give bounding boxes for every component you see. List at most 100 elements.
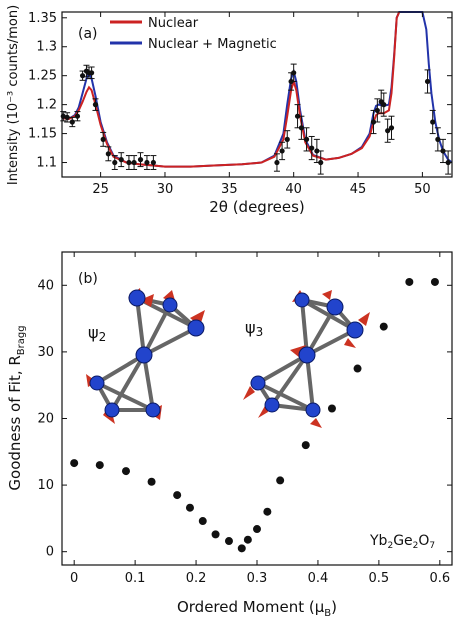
data-point [89, 70, 95, 76]
y-tick-label: 10 [37, 478, 54, 493]
data-point [424, 78, 431, 85]
data-point [274, 159, 280, 166]
panel-b-x-axis-label: Ordered Moment (μB) [177, 598, 337, 619]
data-point [430, 119, 436, 125]
data-point [211, 530, 220, 539]
data-point [291, 70, 297, 76]
panel-a-y-ticks: 1.1 1.15 1.2 1.25 1.3 1.35 [28, 11, 452, 171]
legend-magnetic-label: Nuclear + Magnetic [148, 37, 277, 52]
data-point [430, 277, 439, 286]
data-point [370, 119, 377, 125]
data-point [263, 507, 272, 516]
data-point [144, 159, 150, 166]
panel-a-points [60, 63, 452, 175]
data-point [353, 364, 362, 373]
data-point [137, 157, 144, 163]
panel-a-legend: Nuclear Nuclear + Magnetic [110, 16, 277, 52]
data-point [381, 102, 387, 108]
psi2-label: ψ2 [88, 323, 106, 344]
panel-b-y-axis-label: Goodness of Fit, RBragg [6, 325, 27, 490]
data-point [309, 145, 315, 151]
panel-b-x-ticks: 0 0.1 0.2 0.3 0.4 0.5 0.6 [70, 252, 450, 586]
y-tick-label: 1.25 [28, 69, 57, 84]
data-point [279, 148, 285, 154]
data-point [150, 159, 156, 166]
x-tick-label: 0.3 [247, 571, 268, 586]
data-point [198, 517, 207, 526]
y-tick-label: 1.1 [36, 156, 57, 171]
data-point [112, 159, 118, 166]
data-point [385, 128, 391, 134]
data-point [298, 125, 305, 131]
panel-a-label: (a) [78, 26, 98, 42]
data-point [92, 102, 99, 108]
y-tick-label: 20 [37, 411, 54, 426]
data-point [147, 477, 156, 486]
x-tick-label: 0.2 [186, 571, 207, 586]
data-point [253, 525, 261, 534]
data-point [405, 277, 414, 286]
psi3-structure-illustration: ψ3 [243, 290, 370, 428]
x-tick-label: 0 [70, 571, 78, 586]
x-tick-label: 0.4 [308, 571, 329, 586]
data-point [185, 503, 194, 512]
data-point [388, 125, 395, 131]
panel-b-y-ticks: 0 10 20 30 40 [37, 278, 452, 560]
y-tick-label: 1.2 [36, 98, 57, 113]
data-point [69, 119, 75, 125]
panel-a-x-axis-label: 2θ (degrees) [209, 198, 305, 216]
psi3-label: ψ3 [245, 318, 263, 339]
data-point [327, 404, 336, 413]
data-point [440, 148, 446, 154]
x-tick-label: 0.5 [369, 571, 390, 586]
panel-a: (a) 25 30 35 40 45 50 1.1 1.15 1.2 1.25 1.3 1.35 N… [6, 5, 453, 216]
data-point [301, 441, 310, 450]
y-tick-label: 1.15 [28, 127, 57, 142]
data-point [131, 159, 137, 166]
series-line-nuclear-magnetic [61, 11, 453, 168]
data-point [435, 136, 441, 142]
panel-a-x-ticks: 25 30 35 40 45 50 [92, 12, 431, 197]
legend-nuclear-label: Nuclear [148, 16, 199, 31]
data-point [118, 157, 124, 163]
data-point [126, 159, 132, 166]
data-point [276, 476, 285, 485]
data-point [74, 113, 81, 119]
panel-b-label: (b) [78, 271, 98, 287]
y-tick-label: 0 [46, 545, 54, 560]
data-point [237, 544, 246, 553]
x-tick-label: 30 [157, 182, 174, 197]
panel-a-y-axis-label: Intensity (10⁻³ counts/mon) [6, 5, 21, 185]
data-point [294, 113, 301, 119]
data-point [374, 107, 380, 114]
data-point [121, 467, 130, 476]
y-tick-label: 1.35 [28, 11, 57, 26]
data-point [284, 136, 290, 142]
data-point [173, 491, 182, 500]
data-point [100, 136, 106, 142]
y-tick-label: 40 [37, 278, 54, 293]
data-point [70, 459, 79, 468]
x-tick-label: 25 [92, 182, 109, 197]
x-tick-label: 35 [221, 182, 238, 197]
data-point [79, 73, 86, 79]
x-tick-label: 50 [414, 182, 431, 197]
panel-b-points [70, 277, 439, 553]
x-tick-label: 0.1 [125, 571, 146, 586]
panel-a-curves [61, 11, 453, 168]
panel-a-frame [61, 11, 453, 178]
data-point [314, 148, 320, 154]
data-point [379, 322, 388, 331]
psi2-structure-illustration: ψ2 [86, 288, 205, 424]
y-tick-label: 1.3 [36, 40, 57, 55]
panel-b: (b) 0 0.1 0.2 0.3 0.4 0.5 0.6 0 10 20 30 40 [6, 251, 453, 619]
data-point [318, 159, 324, 166]
compound-formula: Yb2Ge2O7 [369, 533, 435, 551]
y-tick-label: 30 [37, 345, 54, 360]
data-point [243, 535, 252, 544]
x-tick-label: 0.6 [429, 571, 450, 586]
data-point [303, 136, 310, 142]
x-tick-label: 40 [285, 182, 302, 197]
data-point [64, 114, 70, 120]
